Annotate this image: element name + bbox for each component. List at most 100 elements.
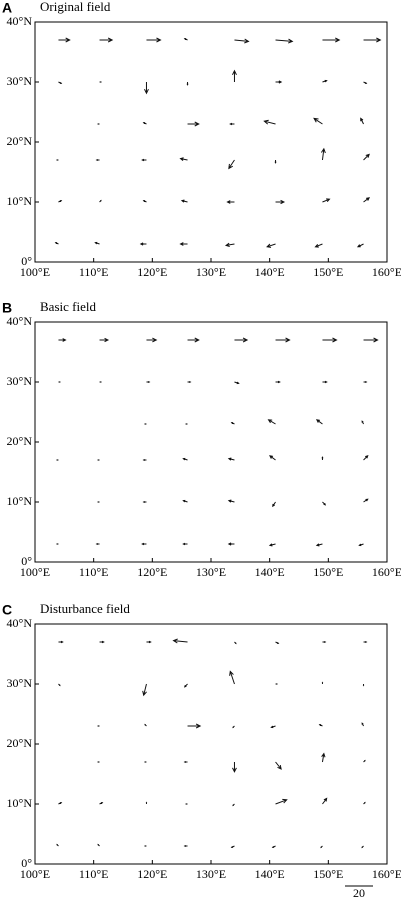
wind-vector: [322, 79, 328, 83]
wind-vector: [230, 845, 235, 848]
wind-vector: [362, 684, 365, 687]
panel-letter: B: [2, 300, 12, 316]
wind-vector: [321, 752, 326, 763]
wind-vector: [187, 723, 202, 729]
x-tick-label: 110°E: [79, 565, 109, 579]
y-tick-label: 20°N: [7, 134, 33, 148]
wind-vector: [272, 501, 276, 508]
wind-vector: [361, 722, 364, 727]
wind-vector: [322, 501, 327, 506]
wind-vector: [139, 242, 147, 246]
panel-title: Basic field: [40, 299, 96, 314]
wind-vector: [97, 725, 100, 727]
wind-vector: [58, 338, 67, 342]
wind-vector: [55, 459, 59, 461]
wind-vector: [232, 762, 237, 773]
wind-vector: [270, 725, 276, 729]
panel-letter: A: [2, 0, 12, 16]
y-tick-label: 10°N: [7, 494, 33, 508]
wind-vector: [55, 543, 59, 545]
wind-vector: [360, 117, 364, 125]
wind-vector: [95, 158, 100, 162]
wind-vector: [318, 724, 323, 727]
wind-vector: [172, 638, 188, 644]
wind-vector: [187, 121, 200, 127]
wind-vector: [315, 543, 323, 547]
wind-vector: [234, 337, 249, 343]
wind-vector: [97, 459, 100, 461]
wind-vector: [99, 640, 105, 644]
wind-vector: [144, 82, 149, 95]
y-tick-label: 20°N: [7, 736, 33, 750]
wind-vector: [94, 241, 100, 245]
wind-vector: [361, 845, 364, 849]
wind-vector: [58, 37, 71, 43]
wind-vector: [363, 640, 368, 644]
wind-vector: [99, 37, 114, 43]
wind-vector: [229, 670, 235, 685]
wind-vector: [321, 681, 324, 684]
wind-vector: [275, 761, 282, 770]
wind-vector: [363, 759, 366, 763]
wind-vector: [275, 380, 281, 384]
wind-vector: [227, 542, 235, 546]
wind-vector: [363, 81, 368, 84]
wind-vector: [313, 117, 323, 125]
wind-vector: [363, 37, 382, 43]
wind-vector: [363, 197, 371, 203]
wind-vector: [99, 381, 103, 383]
wind-vector: [227, 499, 235, 503]
wind-vector: [321, 456, 324, 460]
y-tick-label: 0°: [21, 554, 32, 568]
wind-vector: [97, 761, 100, 763]
wind-vector: [185, 803, 188, 805]
wind-vector: [275, 641, 280, 644]
x-tick-label: 120°E: [137, 867, 167, 881]
wind-vector: [182, 542, 188, 546]
wind-vector: [314, 243, 323, 248]
wind-vector: [227, 457, 235, 461]
wind-vector: [320, 845, 323, 849]
wind-vector: [363, 455, 369, 461]
wind-vector: [142, 458, 147, 462]
wind-vector: [58, 381, 61, 383]
wind-vector: [363, 337, 379, 343]
x-tick-label: 130°E: [196, 565, 226, 579]
wind-vector: [320, 147, 326, 161]
wind-vector: [179, 157, 188, 161]
wind-vector: [58, 802, 63, 805]
wind-vector: [269, 455, 276, 461]
wind-vector: [228, 159, 235, 170]
wind-vector: [143, 761, 147, 763]
plot-frame: [34, 321, 388, 563]
wind-vector: [322, 37, 341, 43]
wind-vector: [142, 500, 147, 504]
x-tick-label: 100°E: [20, 867, 50, 881]
wind-vector: [183, 844, 188, 848]
plot-frame: [34, 21, 388, 263]
wind-vector: [146, 640, 152, 644]
wind-vector: [56, 843, 59, 847]
y-tick-label: 40°N: [7, 314, 33, 328]
wind-vector: [322, 380, 328, 384]
wind-vector: [146, 37, 162, 43]
wind-vector: [363, 801, 366, 805]
wind-vector: [99, 199, 102, 203]
wind-vector: [275, 798, 288, 805]
wind-vector: [141, 542, 147, 546]
wind-vector: [234, 641, 237, 645]
wind-vector: [232, 69, 237, 82]
wind-vector: [179, 242, 188, 246]
x-tick-label: 120°E: [137, 565, 167, 579]
x-tick-label: 100°E: [20, 265, 50, 279]
wind-vector: [268, 543, 276, 547]
x-tick-label: 150°E: [313, 867, 343, 881]
wind-vector: [229, 122, 235, 126]
wind-vector: [186, 82, 189, 86]
x-tick-label: 140°E: [255, 565, 285, 579]
wind-vector: [143, 423, 147, 425]
wind-vector: [144, 723, 147, 727]
wind-vector: [142, 683, 147, 697]
reference-label: 20: [353, 886, 365, 900]
wind-vector: [275, 80, 283, 84]
